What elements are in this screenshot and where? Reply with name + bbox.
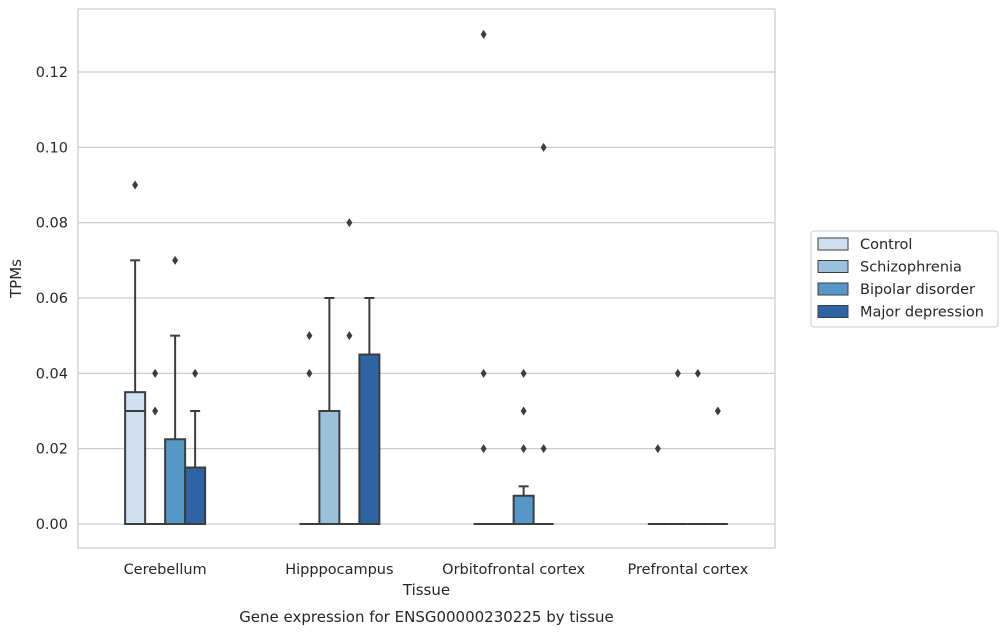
outlier-point <box>192 368 199 378</box>
box-control <box>473 29 494 525</box>
box-control <box>299 331 320 525</box>
legend-label: Bipolar disorder <box>860 282 975 298</box>
outlier-point <box>132 180 139 190</box>
legend-swatch <box>817 260 849 273</box>
outlier-point <box>480 444 487 454</box>
box-body <box>184 466 207 525</box>
legend-swatch <box>817 282 849 296</box>
legend-label: Control <box>860 237 912 253</box>
outlier-point <box>172 255 179 265</box>
box-schizophrenia <box>318 297 341 525</box>
outlier-point <box>540 444 547 454</box>
box-major-depression <box>533 142 554 525</box>
box-bipolar-disorder <box>512 368 535 525</box>
box-bipolar-disorder <box>164 255 187 525</box>
outlier-point <box>694 368 701 378</box>
outlier-point <box>480 29 487 39</box>
chart-caption: Gene expression for ENSG00000230225 by t… <box>239 608 614 626</box>
y-tick-label: 0.08 <box>36 216 68 232</box>
box-body <box>358 353 381 525</box>
box-major-depression <box>184 368 207 525</box>
plot-frame <box>77 8 776 549</box>
legend-label: Major depression <box>860 305 984 321</box>
outlier-point <box>346 331 353 341</box>
legend-swatch <box>817 305 849 318</box>
y-axis-label: TPMs <box>7 259 25 299</box>
y-tick-label: 0.12 <box>36 65 68 81</box>
box-schizophrenia <box>667 368 688 525</box>
box-bipolar-disorder <box>687 368 708 525</box>
box-body <box>124 391 147 525</box>
box-schizophrenia <box>145 368 166 525</box>
box-body <box>318 410 341 525</box>
x-tick-label: Hipppocampus <box>285 562 393 578</box>
box-major-depression <box>358 297 381 525</box>
x-axis-label: Tissue <box>402 581 450 599</box>
outlier-point <box>654 444 661 454</box>
y-tick-label: 0.06 <box>36 291 68 307</box>
outlier-point <box>306 368 313 378</box>
legend-frame <box>810 230 999 328</box>
legend-swatch <box>817 237 849 251</box>
legend: Control Schizophrenia Bipolar disorder Majo… <box>810 230 999 328</box>
x-tick-labels: Cerebellum Hipppocampus Orbitofrontal cort… <box>124 562 749 578</box>
box-control <box>647 444 668 525</box>
x-tick-label: Prefrontal cortex <box>627 562 748 578</box>
box-control <box>124 180 147 525</box>
y-tick-label: 0.02 <box>36 442 68 458</box>
legend-label: Schizophrenia <box>860 260 962 276</box>
box-bipolar-disorder <box>339 218 360 525</box>
outlier-point <box>520 368 527 378</box>
y-tick-labels: 0.00 0.02 0.04 0.06 0.08 0.10 0.12 <box>36 65 68 533</box>
box-major-depression <box>707 406 728 525</box>
outlier-point <box>520 406 527 416</box>
x-tick-label: Cerebellum <box>124 562 207 578</box>
y-tick-label: 0.00 <box>36 517 68 533</box>
y-tick-label: 0.04 <box>36 366 68 382</box>
outlier-point <box>540 142 547 152</box>
box-groups <box>124 29 728 525</box>
outlier-point <box>520 444 527 454</box>
outlier-point <box>674 368 681 378</box>
outlier-point <box>152 368 159 378</box>
outlier-point <box>480 368 487 378</box>
y-tick-label: 0.10 <box>36 140 68 156</box>
outlier-point <box>714 406 721 416</box>
outlier-point <box>346 218 353 228</box>
x-tick-label: Orbitofrontal cortex <box>442 562 585 578</box>
outlier-point <box>306 331 313 341</box>
box-body <box>164 438 187 525</box>
box-body <box>512 494 535 525</box>
outlier-point <box>152 406 159 416</box>
